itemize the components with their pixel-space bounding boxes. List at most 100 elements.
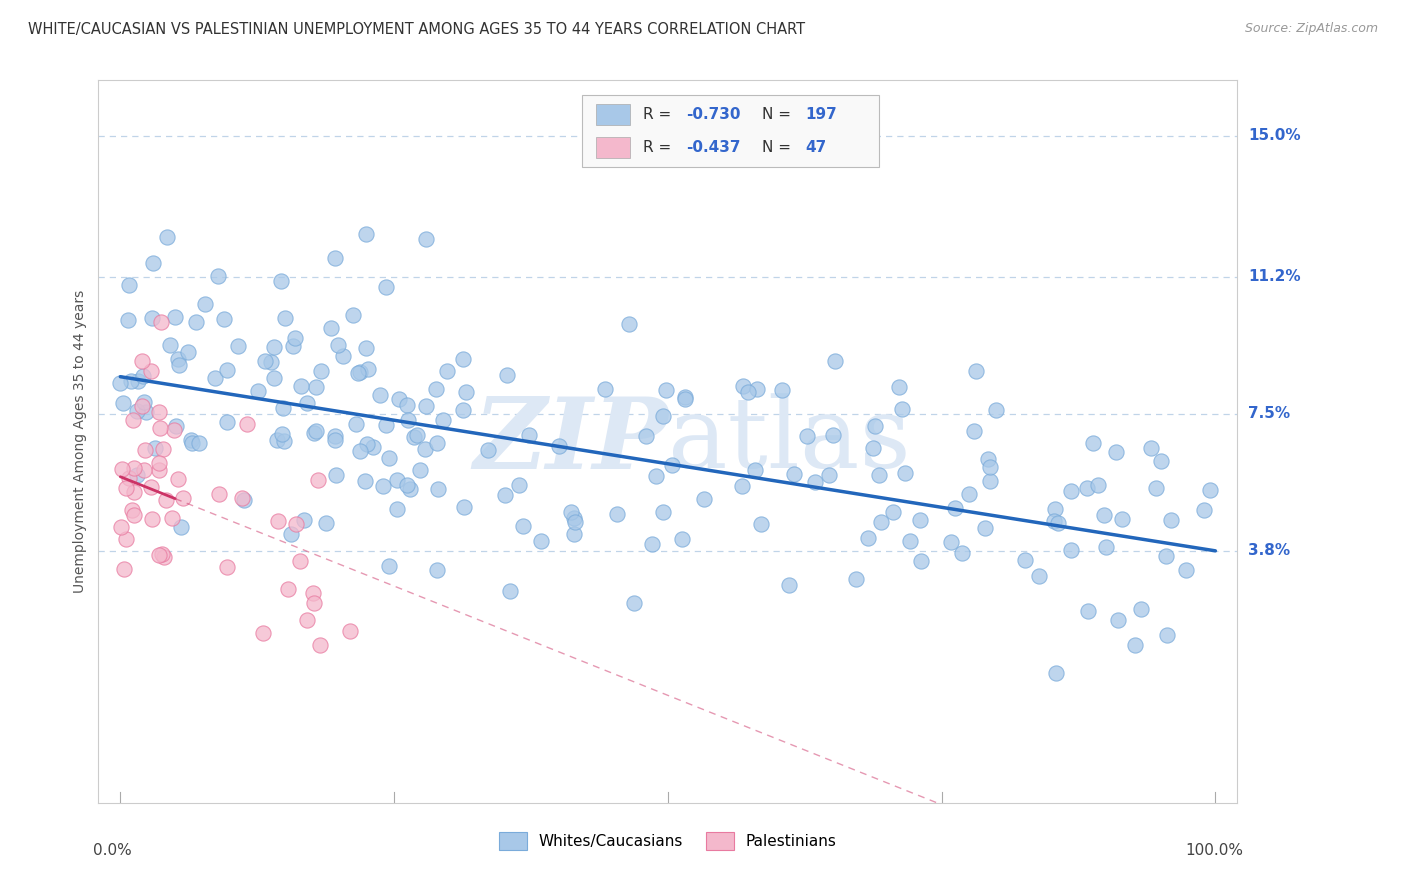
Point — [188, 436, 211, 450]
Point — [253, 354, 276, 368]
Point — [1043, 502, 1066, 516]
Point — [309, 364, 332, 378]
Point — [1129, 601, 1152, 615]
Point — [215, 363, 238, 377]
Point — [747, 382, 769, 396]
Point — [110, 376, 132, 390]
Point — [127, 404, 149, 418]
Point — [354, 474, 377, 488]
Point — [1154, 549, 1177, 563]
Point — [266, 433, 288, 447]
Text: WHITE/CAUCASIAN VS PALESTINIAN UNEMPLOYMENT AMONG AGES 35 TO 44 YEARS CORRELATIO: WHITE/CAUCASIAN VS PALESTINIAN UNEMPLOYM… — [28, 22, 806, 37]
Point — [396, 398, 419, 412]
Point — [231, 491, 253, 506]
Point — [744, 463, 766, 477]
Point — [148, 457, 170, 471]
Point — [671, 532, 693, 546]
Point — [1028, 569, 1050, 583]
Point — [641, 537, 664, 551]
Point — [226, 339, 249, 353]
Point — [496, 368, 519, 382]
Point — [1060, 484, 1083, 499]
Point — [1087, 477, 1109, 491]
Point — [661, 458, 683, 472]
Point — [150, 315, 173, 329]
Point — [821, 428, 844, 442]
Point — [134, 463, 156, 477]
Point — [375, 417, 398, 432]
Point — [939, 534, 962, 549]
Point — [494, 488, 516, 502]
Point — [1160, 513, 1182, 527]
Text: 15.0%: 15.0% — [1249, 128, 1301, 144]
Text: -0.437: -0.437 — [686, 140, 741, 154]
Point — [606, 507, 628, 521]
Point — [139, 364, 162, 378]
Point — [548, 439, 571, 453]
Point — [845, 572, 868, 586]
Point — [325, 467, 347, 482]
Point — [132, 394, 155, 409]
Point — [207, 487, 229, 501]
Point — [217, 559, 239, 574]
Point — [141, 480, 163, 494]
Text: ZIP: ZIP — [472, 393, 668, 490]
Point — [415, 399, 437, 413]
Point — [737, 384, 759, 399]
Point — [167, 358, 190, 372]
Point — [856, 531, 879, 545]
Text: atlas: atlas — [668, 393, 911, 490]
Point — [413, 442, 436, 457]
Point — [260, 355, 283, 369]
Point — [194, 297, 217, 311]
Point — [395, 477, 418, 491]
Point — [375, 279, 398, 293]
Point — [1060, 542, 1083, 557]
Point — [263, 370, 285, 384]
Point — [623, 596, 645, 610]
Point — [979, 474, 1001, 488]
Point — [347, 367, 370, 381]
Point — [305, 380, 328, 394]
Point — [1042, 514, 1064, 528]
Point — [148, 463, 170, 477]
Point — [148, 548, 170, 562]
Point — [181, 435, 204, 450]
Point — [323, 428, 346, 442]
Point — [477, 442, 499, 457]
Point — [499, 583, 522, 598]
Point — [943, 501, 966, 516]
Point — [803, 475, 825, 489]
Point — [122, 413, 145, 427]
Point — [263, 340, 285, 354]
Text: N =: N = — [762, 140, 796, 154]
Point — [280, 527, 302, 541]
Point — [305, 424, 328, 438]
Point — [295, 396, 318, 410]
Point — [796, 428, 818, 442]
Point — [323, 433, 346, 447]
Point — [170, 520, 193, 534]
Point — [404, 430, 426, 444]
Point — [673, 390, 696, 404]
Point — [385, 473, 408, 487]
Point — [292, 513, 315, 527]
Text: 7.5%: 7.5% — [1249, 406, 1291, 421]
Point — [326, 338, 349, 352]
Point — [176, 345, 198, 359]
Point — [1107, 613, 1129, 627]
Point — [148, 404, 170, 418]
Point — [114, 532, 136, 546]
Point — [863, 419, 886, 434]
Point — [207, 269, 229, 284]
Point — [894, 466, 917, 480]
Point — [114, 481, 136, 495]
Point — [1045, 666, 1067, 681]
Point — [165, 310, 187, 325]
Point — [862, 441, 884, 455]
Point — [1199, 483, 1222, 497]
Point — [122, 461, 145, 475]
Point — [283, 339, 305, 353]
Point — [512, 519, 534, 533]
Point — [141, 512, 163, 526]
